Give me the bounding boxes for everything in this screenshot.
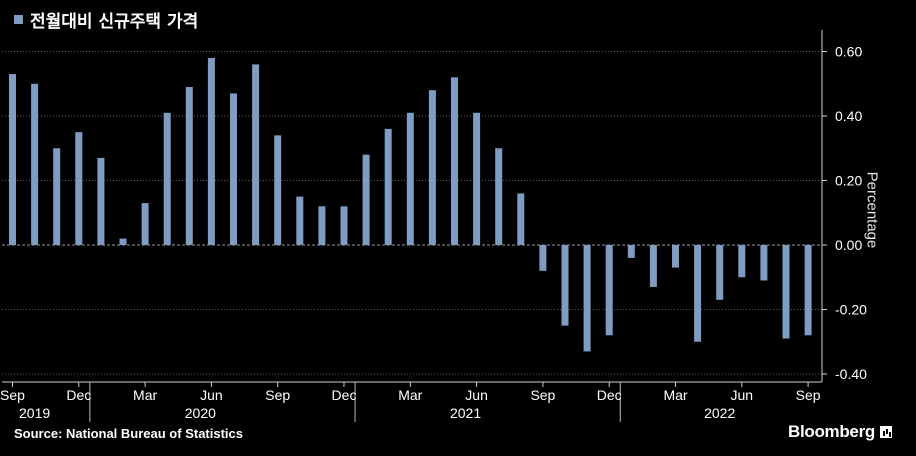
x-tick-label: Sep [0,387,25,403]
y-tick-label: 0.40 [835,108,862,124]
bar [451,77,458,245]
bar [627,245,635,258]
y-tick-label: 0.00 [835,237,862,253]
bar [252,64,260,246]
legend: 전월대비 신규주택 가격 [14,7,198,32]
legend-label: 전월대비 신규주택 가격 [30,12,199,32]
y-tick-label: -0.40 [835,366,867,382]
x-tick-label: Mar [398,387,422,403]
bars [9,57,812,352]
bar [428,90,436,245]
x-tick-label: Jun [465,387,488,403]
x-tick-label: Mar [663,387,687,403]
brand-name: Bloomberg [787,422,875,441]
axis-labels: 0.60 0.40 0.20 0.00 -0.20 -0.40 Sep Dec Mar Jun Se… [0,44,867,422]
bar [230,93,237,245]
bar [694,245,702,342]
bar [406,112,414,246]
bar [31,83,39,245]
x-tick-label: Sep [265,387,290,403]
bar [296,196,304,245]
bar [53,148,61,245]
x-tick-label: Sep [796,387,821,403]
bar [539,245,547,271]
bar [672,245,679,268]
bar [75,132,83,245]
bar [561,245,569,326]
bar [362,154,370,245]
bar [782,245,790,339]
year-label: 2021 [450,405,481,421]
bar [163,112,171,246]
bar [804,245,812,336]
axes [2,30,827,422]
bar [583,245,591,352]
y-tick-label: 0.60 [835,44,862,60]
bar [9,74,16,245]
bar [207,57,215,246]
bar [384,128,392,245]
legend-swatch [14,15,23,24]
y-tick-label: -0.20 [835,302,867,318]
year-label: 2020 [185,405,216,421]
bar [185,86,193,245]
bar [605,245,613,336]
x-tick-label: Dec [66,387,91,403]
bar [473,112,481,246]
bar-chart-icon [880,426,892,438]
bar [716,245,724,300]
year-label: 2019 [19,405,50,421]
bar [340,206,348,245]
bar [517,193,525,245]
bar [738,245,746,278]
bar [318,206,326,245]
x-tick-label: Sep [530,387,555,403]
x-tick-label: Dec [332,387,357,403]
year-label: 2022 [704,405,735,421]
x-tick-label: Jun [731,387,754,403]
bar [119,238,127,245]
bar [97,157,105,245]
x-tick-label: Dec [597,387,622,403]
bar [274,135,282,245]
source-note: Source: National Bureau of Statistics [14,426,243,441]
y-tick-label: 0.20 [835,173,862,189]
bar [495,148,503,245]
bar [141,203,149,245]
bar [649,245,657,287]
x-tick-label: Mar [133,387,157,403]
x-tick-label: Jun [200,387,223,403]
y-axis-title: Percentage [863,171,881,249]
bar [760,245,768,281]
brand-logo: Bloomberg [788,422,892,442]
